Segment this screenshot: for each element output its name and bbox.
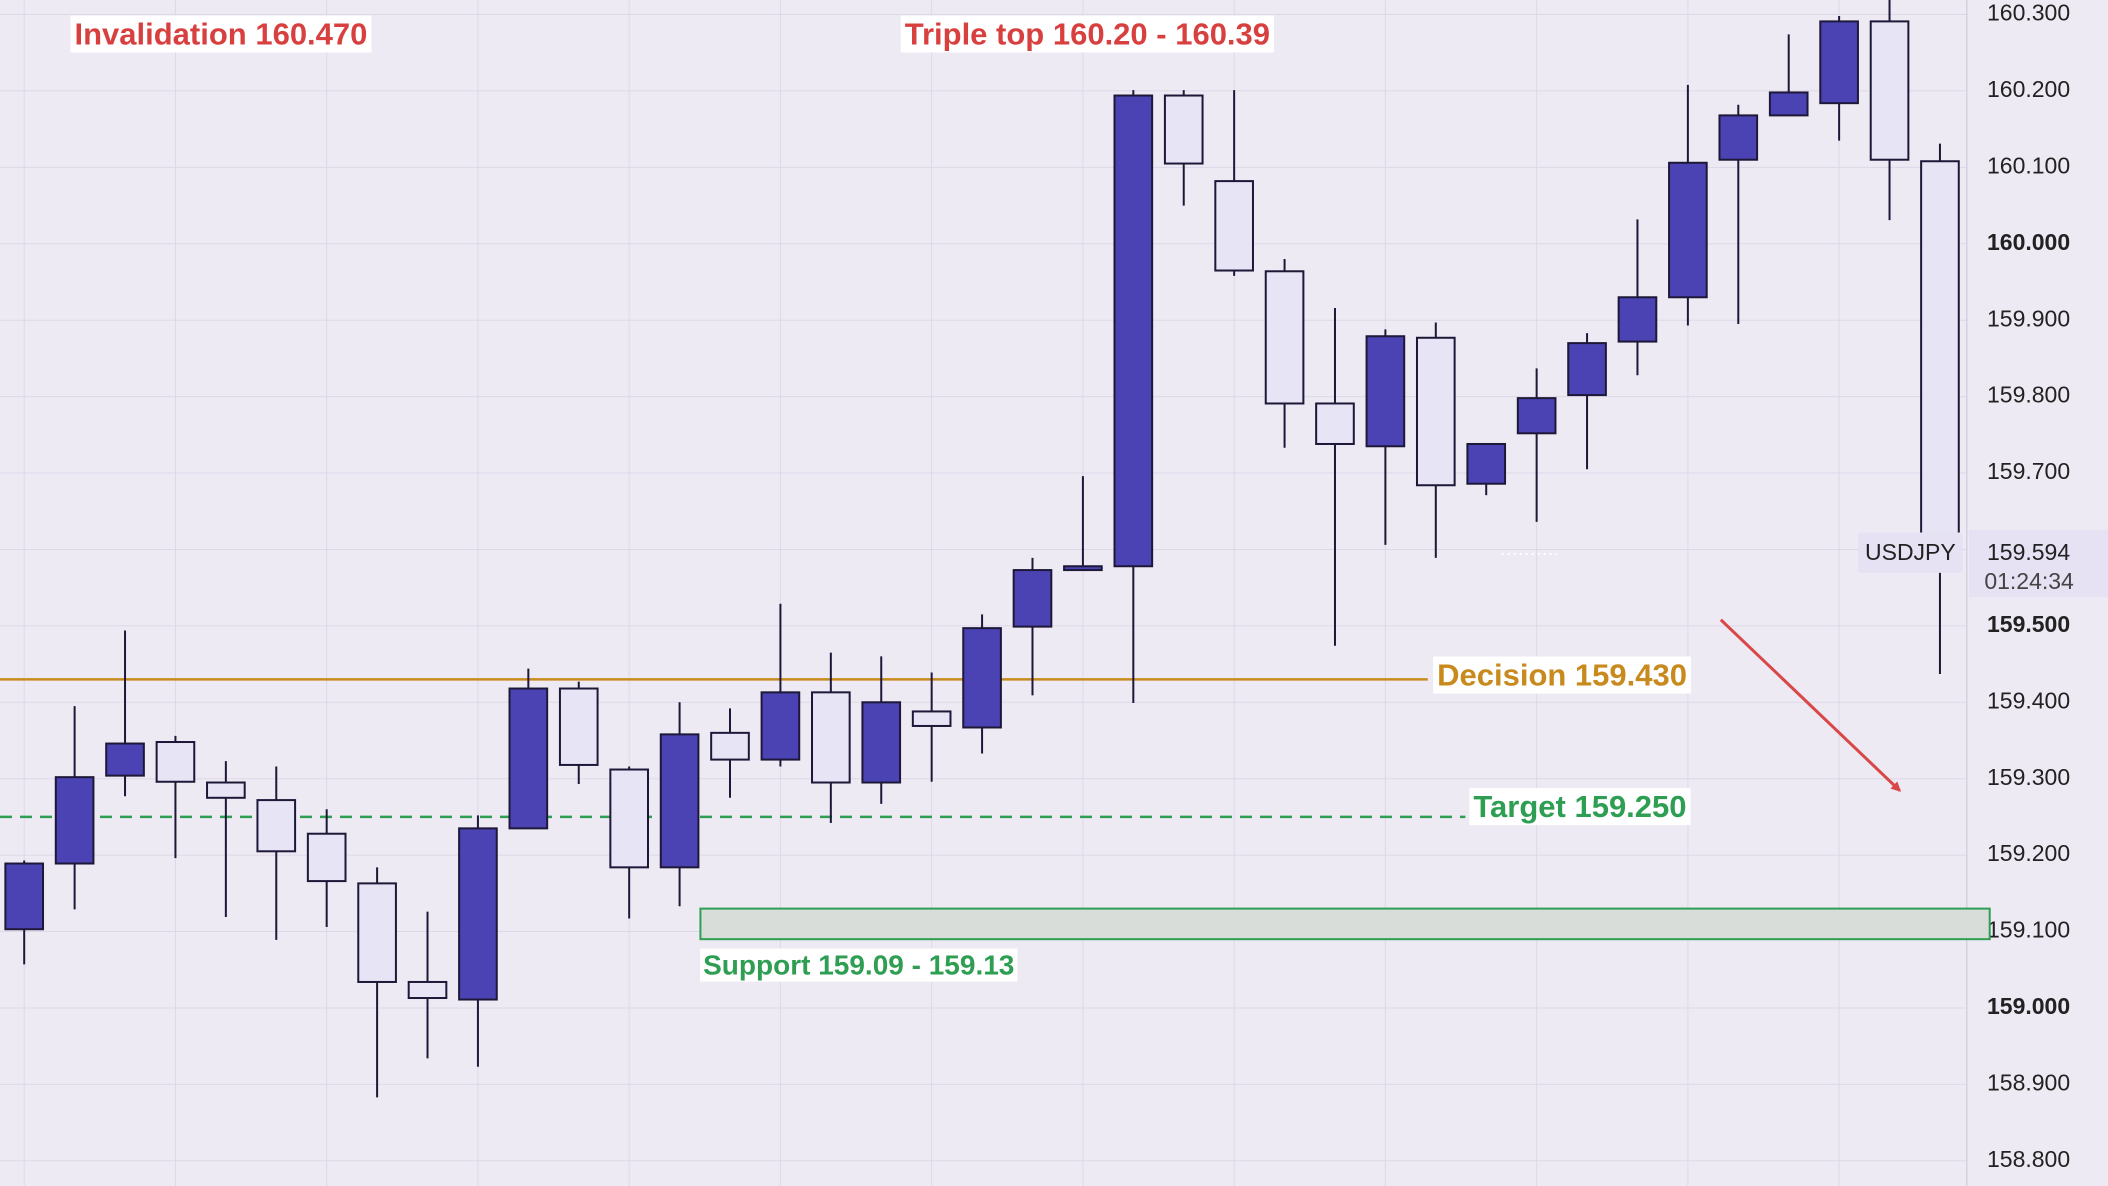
y-tick-label: 160.300 bbox=[1987, 0, 2070, 26]
y-tick-label: 159.400 bbox=[1987, 687, 2070, 713]
candle-body bbox=[1516, 397, 1557, 435]
support-zone bbox=[699, 907, 1991, 941]
candle-body bbox=[357, 882, 397, 983]
triple-top-label: Triple top 160.20 - 160.39 bbox=[905, 16, 1270, 51]
label-background bbox=[1469, 788, 1691, 826]
price-label: 159.594 bbox=[1987, 539, 2070, 565]
candle-body bbox=[861, 701, 902, 784]
label-background bbox=[900, 15, 1275, 53]
candle-body bbox=[1113, 94, 1154, 568]
candle-body bbox=[105, 742, 145, 777]
label-background bbox=[70, 15, 372, 53]
candle-body bbox=[1163, 94, 1204, 165]
candle-body bbox=[962, 627, 1002, 729]
candle-body bbox=[1415, 336, 1456, 487]
direction-arrow bbox=[1719, 618, 1902, 792]
y-tick-label: 159.300 bbox=[1987, 764, 2070, 790]
y-tick-label: 160.100 bbox=[1987, 152, 2070, 178]
candle-body bbox=[256, 799, 297, 853]
y-tick-label: 160.200 bbox=[1987, 76, 2070, 102]
candle-body bbox=[1365, 335, 1406, 448]
y-tick-label: 159.500 bbox=[1987, 611, 2070, 637]
support-label: Support 159.09 - 159.13 bbox=[703, 950, 1014, 981]
y-tick-label: 159.800 bbox=[1987, 382, 2070, 408]
target-label: Target 159.250 bbox=[1473, 789, 1686, 824]
candle-body bbox=[911, 710, 952, 727]
candle-body bbox=[306, 832, 347, 883]
candle-body bbox=[1668, 161, 1708, 299]
candle-body bbox=[54, 776, 95, 865]
candle-body bbox=[1567, 342, 1607, 397]
candle-body bbox=[155, 741, 196, 783]
y-tick-label: 159.200 bbox=[1987, 840, 2070, 866]
candle-body bbox=[508, 687, 549, 830]
y-tick-label: 160.000 bbox=[1987, 229, 2070, 255]
candle-body bbox=[1869, 20, 1910, 161]
candle-body bbox=[609, 768, 649, 869]
candle-body bbox=[1920, 160, 1960, 556]
y-tick-label: 159.000 bbox=[1987, 993, 2070, 1019]
candle-body bbox=[1264, 270, 1305, 405]
candle-body bbox=[407, 980, 448, 1000]
candle-body bbox=[4, 862, 45, 931]
candle-body bbox=[1718, 114, 1759, 161]
y-tick-label: 159.900 bbox=[1987, 305, 2070, 331]
y-tick-label: 159.700 bbox=[1987, 458, 2070, 484]
candle-body bbox=[558, 687, 599, 766]
candle-body bbox=[1819, 20, 1859, 105]
candle-body bbox=[1012, 569, 1053, 628]
y-tick-label: 158.800 bbox=[1987, 1146, 2070, 1172]
candle-body bbox=[1617, 296, 1658, 343]
candle-body bbox=[1466, 442, 1507, 485]
y-tick-label: 159.100 bbox=[1987, 917, 2070, 943]
y-tick-label: 158.900 bbox=[1987, 1069, 2070, 1095]
symbol-label: USDJPY bbox=[1865, 539, 1956, 565]
candle-body bbox=[811, 691, 851, 784]
label-background bbox=[1433, 656, 1692, 694]
candle-body bbox=[1214, 180, 1254, 272]
candle-body bbox=[710, 731, 750, 761]
label-background bbox=[700, 948, 1018, 982]
candle-body bbox=[206, 781, 246, 799]
candle-body bbox=[458, 827, 498, 1001]
countdown-label: 01:24:34 bbox=[1984, 568, 2074, 594]
price-box bbox=[1968, 529, 2108, 598]
symbol-box bbox=[1857, 532, 1963, 573]
decision-label: Decision 159.430 bbox=[1437, 658, 1687, 693]
candle-body bbox=[659, 733, 700, 869]
candle-body bbox=[760, 691, 801, 761]
candle-body bbox=[1315, 402, 1355, 445]
invalidation-label: Invalidation 160.470 bbox=[74, 16, 367, 51]
candle-body bbox=[1063, 565, 1103, 572]
candle-body bbox=[1768, 91, 1809, 117]
